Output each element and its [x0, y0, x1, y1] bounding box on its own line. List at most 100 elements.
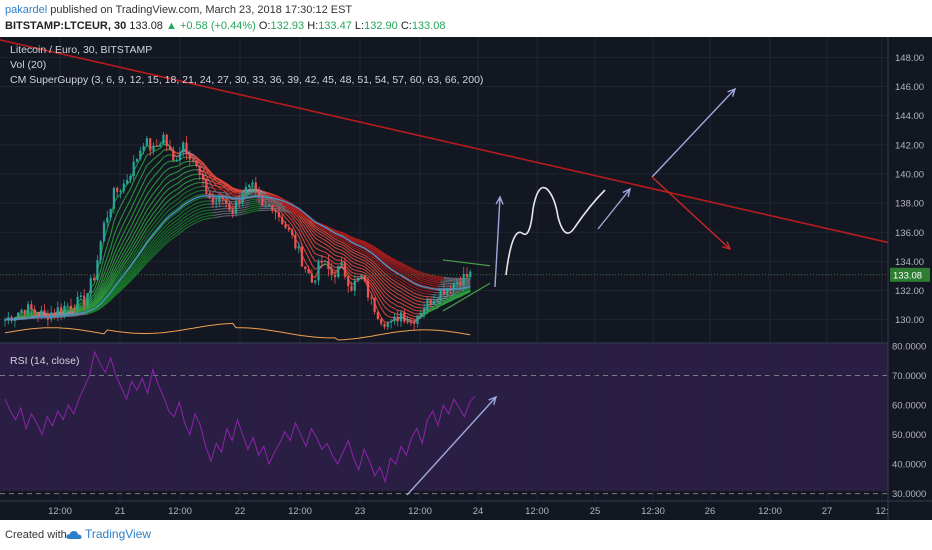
guppy-ema-segment — [424, 285, 428, 287]
guppy-ema-segment — [384, 279, 389, 284]
guppy-ema-segment — [136, 269, 141, 275]
guppy-ema-segment — [367, 257, 372, 261]
guppy-ema-segment — [149, 250, 154, 256]
last-price: 133.08 — [129, 20, 163, 32]
guppy-ema-segment — [298, 210, 303, 214]
guppy-ema-segment — [347, 245, 352, 250]
guppy-ema-segment — [169, 201, 174, 205]
guppy-ema-segment — [364, 242, 369, 246]
guppy-ema-segment — [129, 253, 135, 260]
guppy-ema-segment — [249, 191, 253, 194]
guppy-ema-segment — [354, 255, 359, 259]
guppy-ema-segment — [136, 242, 141, 249]
candle-body — [406, 321, 409, 323]
guppy-ema-segment — [367, 275, 372, 280]
guppy-ema-segment — [364, 254, 369, 259]
guppy-ema-segment — [202, 167, 207, 171]
guppy-ema-segment — [87, 303, 92, 308]
guppy-ema-segment — [103, 245, 108, 257]
guppy-ema-segment — [347, 254, 352, 259]
price-tick-label: 132.00 — [895, 286, 924, 297]
guppy-ema-segment — [370, 281, 376, 287]
guppy-ema-segment — [374, 286, 379, 292]
guppy-ema-segment — [116, 281, 121, 287]
brand-label: TradingView — [85, 527, 152, 541]
candle-body — [149, 138, 152, 151]
guppy-ema-segment — [189, 174, 194, 177]
guppy-ema-segment — [176, 220, 181, 225]
guppy-ema-segment — [390, 281, 395, 285]
guppy-ema-segment — [410, 287, 415, 291]
guppy-ema-segment — [242, 208, 247, 211]
guppy-ema-segment — [120, 268, 125, 274]
price-axis[interactable]: 148.00146.00144.00142.00140.00138.00136.… — [892, 53, 926, 500]
guppy-ema-segment — [394, 259, 398, 263]
guppy-ema-segment — [133, 251, 138, 258]
guppy-ema-segment — [285, 210, 289, 213]
guppy-ema-segment — [173, 165, 177, 168]
guppy-ema-segment — [384, 306, 389, 311]
guppy-ema-segment — [328, 227, 332, 230]
guppy-ema-segment — [466, 289, 471, 292]
guppy-ema-segment — [321, 232, 326, 235]
guppy-ema-segment — [390, 301, 395, 305]
guppy-ema-segment — [159, 227, 164, 233]
guppy-ema-segment — [153, 172, 158, 178]
candle-body — [83, 295, 86, 306]
guppy-ema-segment — [153, 235, 158, 241]
guppy-ema-segment — [136, 256, 141, 262]
guppy-ema-segment — [93, 296, 98, 302]
chart-canvas[interactable]: 148.00146.00144.00142.00140.00138.00136.… — [0, 37, 932, 520]
guppy-ema-segment — [334, 254, 339, 257]
guppy-ema-segment — [390, 258, 395, 261]
guppy-ema-segment — [183, 161, 187, 164]
guppy-ema-segment — [413, 279, 418, 282]
guppy-ema-segment — [374, 294, 379, 302]
guppy-ema-segment — [397, 293, 402, 297]
guppy-ema-segment — [90, 300, 95, 305]
guppy-ema-segment — [153, 231, 158, 237]
candle-body — [162, 134, 165, 145]
guppy-ema-segment — [361, 264, 365, 268]
guppy-ema-segment — [212, 181, 217, 184]
guppy-ema-segment — [156, 169, 161, 174]
guppy-ema-segment — [321, 226, 326, 230]
guppy-ema-segment — [278, 208, 283, 214]
guppy-ema-segment — [153, 180, 158, 186]
guppy-ema-segment — [367, 244, 372, 248]
guppy-ema-segment — [225, 192, 230, 195]
guppy-ema-segment — [394, 263, 398, 267]
guppy-ema-segment — [301, 212, 306, 216]
guppy-ema-segment — [331, 232, 336, 236]
guppy-ema-segment — [387, 263, 392, 267]
guppy-ema-segment — [163, 148, 167, 151]
guppy-ema-segment — [120, 246, 125, 254]
guppy-ema-segment — [295, 214, 300, 219]
guppy-ema-segment — [199, 213, 204, 216]
guppy-ema-segment — [394, 287, 399, 291]
guppy-ema-segment — [100, 286, 105, 294]
guppy-ema-segment — [450, 292, 454, 295]
tradingview-brand[interactable]: TradingView — [66, 527, 151, 541]
guppy-ema-segment — [149, 176, 154, 182]
guppy-ema-segment — [146, 180, 151, 186]
guppy-ema-segment — [169, 166, 174, 169]
guppy-ema-segment — [443, 297, 448, 300]
guppy-ema-segment — [179, 210, 184, 215]
time-axis[interactable]: 12:00 21 12:00 22 12:00 23 12:00 24 12:00 25 12:30… — [48, 506, 889, 517]
candle-body — [205, 179, 208, 194]
candle-body — [254, 182, 257, 190]
guppy-ema-segment — [139, 264, 145, 269]
guppy-ema-segment — [153, 247, 158, 252]
guppy-ema-segment — [249, 211, 253, 214]
guppy-ema-segment — [90, 289, 95, 295]
up-arrow-1 — [494, 196, 501, 288]
guppy-ema-segment — [354, 242, 359, 246]
candle-body — [373, 297, 376, 312]
guppy-ema-segment — [370, 268, 375, 273]
author-link[interactable]: pakardel — [5, 4, 48, 16]
guppy-ema-segment — [410, 277, 415, 281]
guppy-ema-segment — [278, 197, 283, 200]
guppy-ema-segment — [394, 299, 399, 303]
guppy-ema-segment — [417, 270, 421, 273]
